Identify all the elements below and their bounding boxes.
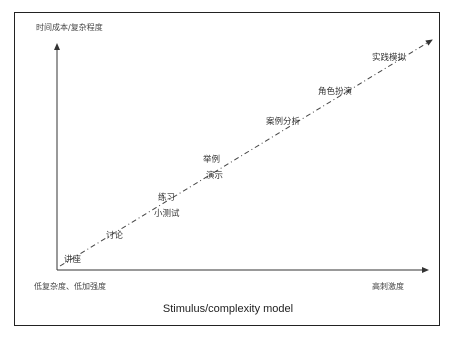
y-axis-label: 时间成本/复杂程度 bbox=[36, 22, 103, 32]
stage-label-exercise: 练习 bbox=[158, 192, 175, 203]
stage-label-quiz: 小测试 bbox=[154, 208, 180, 219]
x-axis-end-label: 高刺激度 bbox=[372, 281, 404, 291]
stage-label-case-study: 案例分析 bbox=[266, 116, 301, 127]
stage-label-lecture: 讲座 bbox=[64, 254, 82, 265]
x-axis-start-label: 低复杂度、低加强度 bbox=[34, 281, 106, 291]
stage-label-simulation: 实践模拟 bbox=[372, 52, 407, 63]
figure-frame bbox=[14, 12, 440, 326]
stage-label-discussion: 讨论 bbox=[106, 230, 124, 241]
stage-label-example: 举例 bbox=[203, 154, 220, 165]
stage-label-demo: 演示 bbox=[206, 170, 223, 181]
diagram-caption: Stimulus/complexity model bbox=[163, 303, 293, 315]
stage-label-role-play: 角色扮演 bbox=[318, 86, 353, 97]
complexity-trend-line bbox=[59, 39, 433, 267]
